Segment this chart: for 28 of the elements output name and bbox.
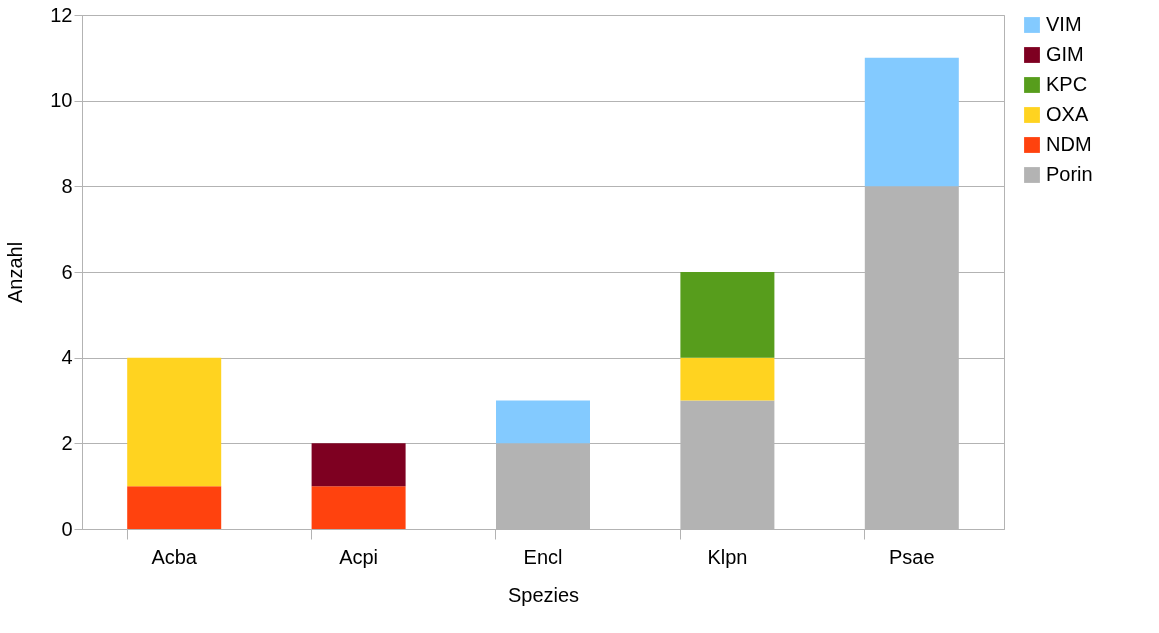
bar — [127, 486, 222, 529]
x-tick-label: Acba — [151, 545, 198, 568]
bar — [496, 400, 590, 444]
y-axis-title: Anzahl — [4, 241, 27, 304]
bar — [680, 272, 775, 358]
x-axis-title: Spezies — [507, 583, 580, 606]
y-tick-label: 2 — [61, 431, 73, 454]
bar — [127, 357, 222, 487]
legend-label: GIM — [1046, 43, 1084, 65]
y-tick-label: 6 — [61, 260, 73, 283]
x-tick-label: Klpn — [707, 545, 748, 568]
legend-label: KPC — [1046, 73, 1088, 95]
legend-label: OXA — [1046, 103, 1089, 125]
y-tick-label: 0 — [61, 517, 73, 540]
legend-label: NDM — [1046, 133, 1092, 155]
bar — [311, 443, 406, 487]
legend-label: VIM — [1046, 13, 1082, 35]
y-tick-label: 10 — [50, 89, 73, 112]
bar — [311, 486, 406, 529]
bar — [864, 57, 959, 187]
y-tick-label: 4 — [61, 346, 73, 369]
legend-label: Porin — [1046, 163, 1093, 185]
x-tick-label: Psae — [889, 545, 935, 568]
y-tick-label: 12 — [50, 3, 73, 26]
x-tick-label: Encl — [523, 545, 563, 568]
bar — [680, 357, 775, 401]
x-tick-label: Acpi — [339, 545, 379, 568]
y-tick-label: 8 — [61, 174, 73, 197]
